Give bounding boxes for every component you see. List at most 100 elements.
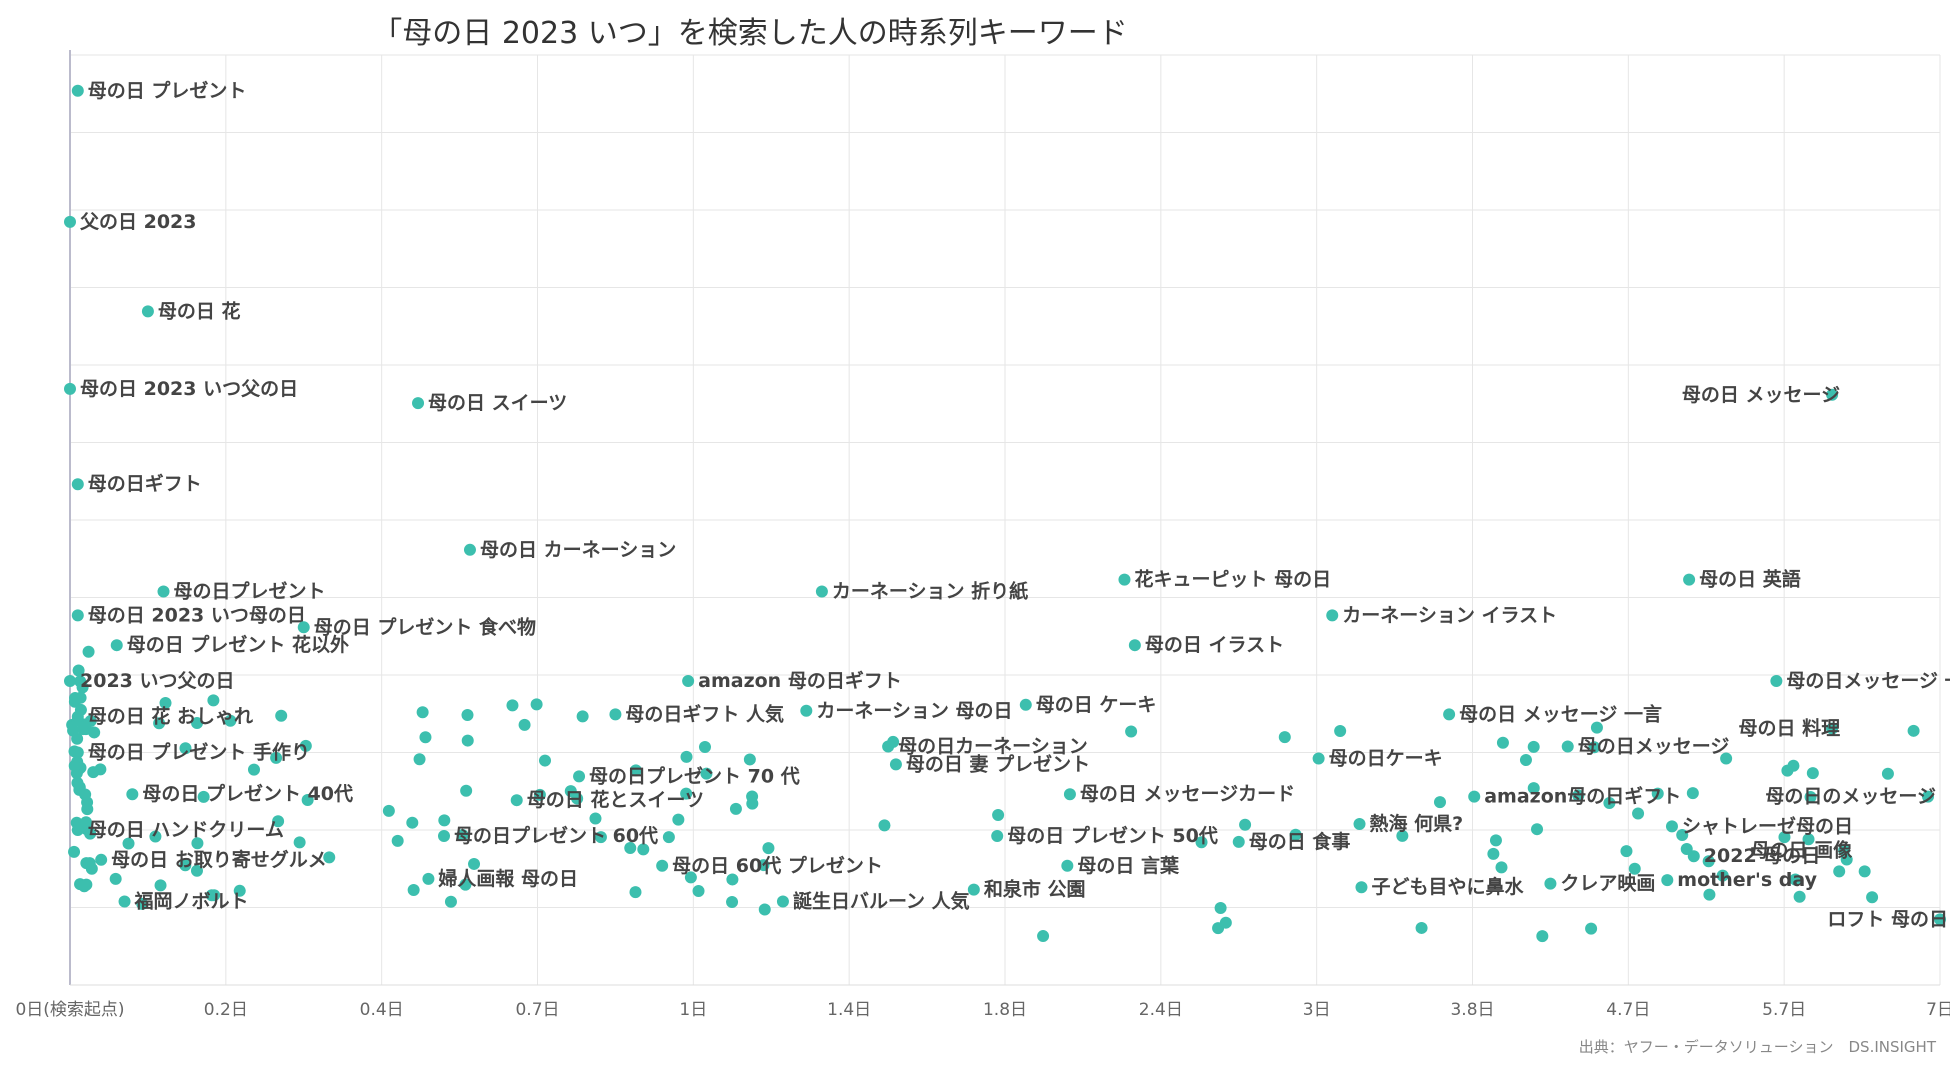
scatter-point: [1922, 790, 1935, 803]
scatter-point: [391, 834, 404, 847]
scatter-point: [1840, 853, 1853, 866]
scatter-point: [438, 814, 451, 827]
x-tick-label: 4.7日: [1606, 1000, 1650, 1020]
scatter-point: [1934, 913, 1946, 926]
scatter-point: [1588, 741, 1601, 754]
scatter-point: [153, 717, 166, 730]
x-tick-label: 7日: [1926, 1000, 1950, 1020]
scatter-point: [1590, 721, 1603, 734]
point-label: 母の日プレゼント 60代: [454, 824, 658, 847]
scatter-point: [1789, 873, 1802, 886]
point-label: 母の日 60代 プレゼント: [672, 854, 883, 877]
scatter-point: [1781, 764, 1794, 777]
scatter-point: [1793, 890, 1806, 903]
scatter-point: [1536, 930, 1549, 943]
scatter-point: [1353, 818, 1366, 831]
point-label: 母の日 イラスト: [1145, 634, 1284, 656]
scatter-point: [71, 84, 84, 97]
scatter-point: [416, 706, 429, 719]
scatter-point: [224, 714, 237, 727]
scatter-point: [67, 724, 80, 737]
scatter-point: [757, 859, 770, 872]
scatter-point: [729, 802, 742, 815]
scatter-point: [680, 787, 693, 800]
scatter-point: [109, 872, 122, 885]
scatter-point: [1572, 789, 1585, 802]
scatter-point: [270, 751, 283, 764]
point-label: 母の日 プレゼント 花以外: [127, 633, 349, 656]
scatter-point: [573, 770, 586, 783]
scatter-point: [1519, 754, 1532, 767]
point-label: 母の日 プレゼント 50代: [1007, 824, 1218, 847]
scatter-point: [1907, 724, 1920, 737]
scatter-point: [518, 718, 531, 731]
scatter-point: [76, 681, 89, 694]
scatter-point: [1487, 847, 1500, 860]
scatter-point: [662, 831, 675, 844]
point-label: 母の日 プレゼント 手作り: [88, 741, 310, 764]
point-label: 母の日ギフト: [88, 473, 202, 495]
scatter-point: [275, 709, 288, 722]
point-label: mother's day: [1677, 869, 1817, 891]
scatter-point: [1063, 788, 1076, 801]
scatter-point: [1195, 836, 1208, 849]
point-label: 母の日 プレゼント: [88, 79, 247, 102]
point-label: カーネーション イラスト: [1342, 604, 1557, 626]
scatter-point: [71, 776, 84, 789]
scatter-point: [1806, 767, 1819, 780]
x-tick-label: 0.2日: [204, 1000, 248, 1020]
scatter-point: [110, 639, 123, 652]
scatter-point: [413, 753, 426, 766]
scatter-point: [1770, 674, 1783, 687]
scatter-point: [726, 895, 739, 908]
scatter-point: [539, 754, 552, 767]
scatter-point: [1527, 782, 1540, 795]
x-tick-label: 0.4日: [360, 1000, 404, 1020]
scatter-point: [682, 674, 695, 687]
scatter-point: [1632, 807, 1645, 820]
scatter-point: [456, 829, 469, 842]
point-label: 2023 いつ父の日: [80, 670, 235, 692]
x-tick-label: 5.7日: [1762, 1000, 1806, 1020]
scatter-point: [1802, 833, 1815, 846]
scatter-point: [530, 698, 543, 711]
point-label: カーネーション 折り紙: [832, 580, 1028, 603]
scatter-point: [1833, 865, 1846, 878]
point-label: 母の日 花とスイーツ: [527, 788, 704, 811]
point-label: 誕生日バルーン 人気: [793, 890, 970, 913]
point-label: amazon母の日ギフト: [1484, 786, 1681, 808]
scatter-point: [656, 859, 669, 872]
scatter-point: [1703, 888, 1716, 901]
point-label: 母の日ギフト 人気: [625, 702, 784, 725]
point-label: 母の日 花: [158, 299, 241, 322]
scatter-point: [382, 804, 395, 817]
point-label: 婦人画報 母の日: [437, 867, 578, 890]
point-label: 父の日 2023: [79, 211, 197, 233]
scatter-point: [1118, 573, 1131, 586]
scatter-point: [510, 794, 523, 807]
scatter-point: [1686, 787, 1699, 800]
scatter-point: [1278, 731, 1291, 744]
scatter-point: [506, 699, 519, 712]
scatter-point: [1651, 787, 1664, 800]
point-label: 母の日 メッセージ: [1682, 384, 1840, 406]
point-label: シャトレーゼ母の日: [1682, 814, 1853, 837]
scatter-point: [815, 585, 828, 598]
scatter-point: [967, 883, 980, 896]
scatter-point: [1603, 796, 1616, 809]
scatter-point: [758, 903, 771, 916]
scatter-point: [1866, 891, 1879, 904]
point-label: 2022 母の日: [1704, 845, 1821, 867]
scatter-point: [71, 478, 84, 491]
scatter-point: [1232, 835, 1245, 848]
scatter-point: [207, 694, 220, 707]
point-label: 母の日 メッセージカード: [1080, 783, 1295, 805]
point-label: 母の日プレゼント: [174, 580, 326, 603]
x-tick-label: 1日: [679, 1000, 707, 1020]
scatter-point: [272, 815, 285, 828]
scatter-point: [1716, 869, 1729, 882]
scatter-point: [1214, 902, 1227, 915]
scatter-point: [80, 816, 93, 829]
point-label: 母の日ケーキ: [1329, 747, 1443, 769]
